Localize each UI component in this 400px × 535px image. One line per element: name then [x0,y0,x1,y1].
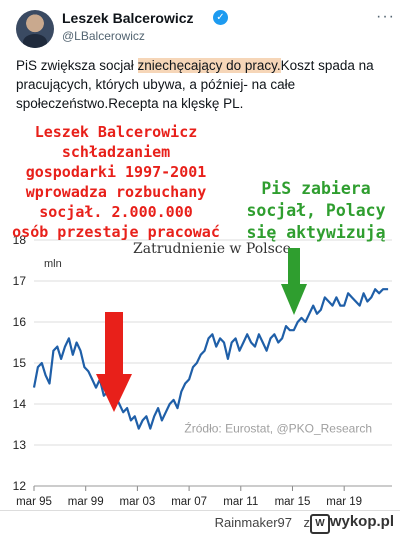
x-tick-label: mar 19 [326,496,362,508]
annotation-right-line: socjał, Polacy [246,201,386,220]
more-options-icon[interactable]: ··· [376,8,395,25]
uploader-username[interactable]: Rainmaker97 [214,515,292,530]
annotation-left-line: socjał. 2.000.000 [39,203,193,221]
x-tick-label: mar 15 [275,496,311,508]
y-tick-label: 13 [13,438,27,452]
tweet-text-highlight: zniechęcający do pracy. [137,58,281,73]
annotation-right: PiS zabiera socjał, Polacy się aktywizuj… [232,178,400,244]
annotation-left: Leszek Balcerowicz schładzaniem gospodar… [0,122,232,242]
annotation-left-line: Leszek Balcerowicz [34,123,198,141]
avatar[interactable] [16,10,54,48]
annotation-left-line: gospodarki 1997-2001 [25,163,207,181]
verified-badge-icon: ✓ [213,10,228,25]
tweet-card: Leszek Balcerowicz ✓ @LBalcerowicz ··· P… [0,0,400,112]
green-arrow-head [281,284,307,315]
footer-separator: z [303,515,311,530]
wykop-logo[interactable]: wykop.pl [329,513,394,530]
author-name[interactable]: Leszek Balcerowicz [62,10,194,26]
red-arrow-head [96,374,132,412]
x-tick-label: mar 99 [68,496,104,508]
annotation-right-line: się aktywizują [246,223,386,242]
y-tick-label: 16 [13,315,27,329]
y-axis-unit: mln [44,258,62,270]
y-tick-label: 18 [13,233,27,247]
tweet-text: PiS zwiększa socjał zniechęcający do pra… [16,56,388,113]
tweet-text-end: Koszt spada na pracujących, których ubyw… [16,58,374,111]
chart-source: Źródło: Eurostat, @PKO_Research [184,421,372,436]
x-tick-label: mar 07 [171,496,207,508]
green-arrow-shaft [288,248,300,286]
chart-canvas: 12 13 14 15 16 17 18 mar 95 mar 99 mar 03 mar 07 ma… [13,233,392,508]
annotation-left-line: schładzaniem [61,143,171,161]
red-arrow-shaft [105,312,123,376]
footer-bar: Rainmaker97 z W wykop.pl [0,510,400,535]
chart-title: Zatrudnienie w Polsce [133,241,291,257]
annotation-left-line: wprowadza rozbuchany [25,183,207,201]
wykop-logo-icon[interactable]: W [310,514,330,534]
y-tick-label: 17 [13,274,27,288]
y-tick-label: 14 [13,397,27,411]
y-tick-label: 15 [13,356,27,370]
author-handle[interactable]: @LBalcerowicz [62,29,145,43]
tweet-text-start: PiS zwiększa socjał [16,58,138,73]
x-tick-label: mar 95 [16,496,52,508]
y-tick-label: 12 [13,479,27,493]
annotation-right-line: PiS zabiera [261,179,371,198]
series-line [32,288,389,430]
annotation-left-line: osób przestaje pracować [12,223,220,241]
x-tick-label: mar 11 [223,496,258,508]
x-tick-label: mar 03 [119,496,155,508]
employment-chart: 12 13 14 15 16 17 18 mar 95 mar 99 mar 03 mar 07 ma… [0,112,400,510]
